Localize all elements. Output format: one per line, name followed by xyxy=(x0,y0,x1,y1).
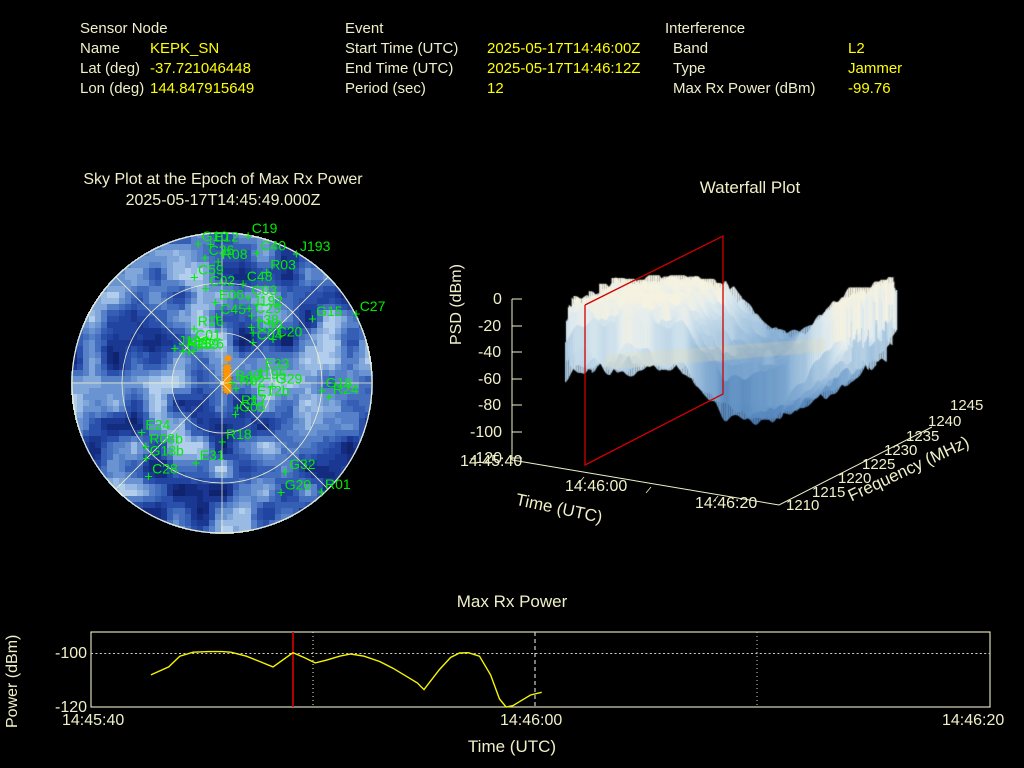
svg-text:G32: G32 xyxy=(289,456,316,472)
svg-text:R08b: R08b xyxy=(149,430,183,446)
svg-text:G05: G05 xyxy=(239,399,266,415)
svg-text:C20: C20 xyxy=(277,324,303,340)
svg-text:C40: C40 xyxy=(260,238,286,254)
svg-text:R24: R24 xyxy=(333,381,359,397)
svg-text:C45: C45 xyxy=(220,301,246,317)
svg-text:R01: R01 xyxy=(325,476,351,492)
svg-text:R08: R08 xyxy=(222,246,248,262)
svg-text:R03: R03 xyxy=(270,257,296,273)
svg-text:E24: E24 xyxy=(145,416,170,432)
svg-text:C01: C01 xyxy=(195,327,221,343)
svg-text:G20: G20 xyxy=(285,476,312,492)
svg-text:C28: C28 xyxy=(152,461,178,477)
svg-text:C27: C27 xyxy=(360,298,386,314)
svg-text:R18: R18 xyxy=(226,426,252,442)
svg-text:G15: G15 xyxy=(316,303,343,319)
svg-text:E06: E06 xyxy=(219,286,244,302)
svg-text:J193: J193 xyxy=(300,238,331,254)
svg-text:E31: E31 xyxy=(200,447,225,463)
svg-text:C19: C19 xyxy=(252,220,278,236)
